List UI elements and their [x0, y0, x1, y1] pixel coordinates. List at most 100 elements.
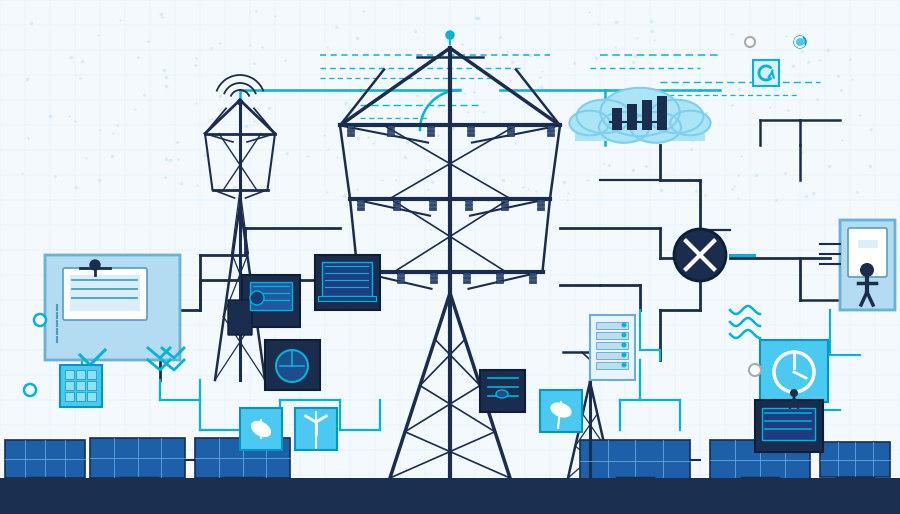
- Circle shape: [622, 362, 626, 368]
- Bar: [596, 362, 628, 369]
- Bar: [392, 198, 400, 201]
- FancyBboxPatch shape: [753, 60, 779, 86]
- Bar: [500, 203, 508, 206]
- Circle shape: [674, 229, 726, 281]
- Bar: [496, 271, 503, 274]
- Bar: [428, 203, 436, 206]
- Circle shape: [250, 291, 264, 305]
- Bar: [5, 440, 85, 478]
- FancyBboxPatch shape: [755, 400, 823, 452]
- Bar: [507, 130, 514, 133]
- Ellipse shape: [496, 390, 508, 398]
- Bar: [596, 332, 628, 339]
- Bar: [463, 276, 470, 279]
- Bar: [364, 280, 371, 283]
- Bar: [710, 440, 810, 480]
- Ellipse shape: [670, 111, 711, 135]
- Circle shape: [276, 350, 308, 382]
- Bar: [87, 392, 96, 401]
- Bar: [580, 440, 690, 482]
- Circle shape: [622, 353, 626, 358]
- Bar: [612, 108, 622, 130]
- Bar: [318, 296, 376, 301]
- Ellipse shape: [577, 100, 632, 133]
- Bar: [87, 381, 96, 390]
- Bar: [546, 125, 554, 128]
- Bar: [596, 322, 628, 329]
- Bar: [386, 134, 393, 136]
- Bar: [386, 125, 393, 128]
- Circle shape: [622, 333, 626, 338]
- Bar: [427, 125, 434, 128]
- Bar: [87, 370, 96, 379]
- Ellipse shape: [631, 112, 681, 143]
- Bar: [430, 276, 437, 279]
- Circle shape: [745, 37, 755, 47]
- Bar: [575, 116, 705, 141]
- Bar: [0, 478, 900, 514]
- Bar: [356, 203, 364, 206]
- Bar: [529, 280, 536, 283]
- Bar: [346, 125, 354, 128]
- Circle shape: [90, 260, 100, 270]
- Bar: [466, 134, 473, 136]
- FancyBboxPatch shape: [315, 255, 380, 310]
- Bar: [500, 198, 508, 201]
- Bar: [392, 203, 400, 206]
- Bar: [500, 207, 508, 210]
- Bar: [529, 276, 536, 279]
- Bar: [464, 207, 472, 210]
- Bar: [65, 392, 74, 401]
- Bar: [536, 198, 544, 201]
- Bar: [596, 352, 628, 359]
- Bar: [464, 198, 472, 201]
- FancyBboxPatch shape: [228, 300, 252, 335]
- Bar: [356, 207, 364, 210]
- FancyBboxPatch shape: [63, 268, 147, 320]
- FancyBboxPatch shape: [760, 340, 828, 402]
- FancyBboxPatch shape: [240, 408, 282, 450]
- Bar: [466, 125, 473, 128]
- Bar: [428, 198, 436, 201]
- Bar: [392, 207, 400, 210]
- Bar: [322, 262, 372, 296]
- Bar: [364, 271, 371, 274]
- Bar: [463, 271, 470, 274]
- FancyBboxPatch shape: [848, 228, 887, 277]
- Bar: [466, 130, 473, 133]
- Ellipse shape: [649, 100, 704, 133]
- Bar: [496, 280, 503, 283]
- Ellipse shape: [599, 112, 650, 143]
- Bar: [428, 207, 436, 210]
- Ellipse shape: [251, 421, 271, 437]
- FancyBboxPatch shape: [590, 315, 635, 380]
- Circle shape: [749, 364, 761, 376]
- Bar: [858, 240, 878, 248]
- Bar: [657, 96, 667, 130]
- Bar: [596, 342, 628, 349]
- Bar: [386, 130, 393, 133]
- Bar: [65, 381, 74, 390]
- Bar: [463, 280, 470, 283]
- Bar: [627, 104, 637, 130]
- Bar: [65, 370, 74, 379]
- Circle shape: [622, 322, 626, 327]
- Bar: [397, 271, 404, 274]
- Bar: [346, 134, 354, 136]
- Bar: [195, 438, 290, 478]
- FancyBboxPatch shape: [840, 220, 895, 310]
- Bar: [397, 280, 404, 283]
- Circle shape: [238, 100, 242, 104]
- Circle shape: [34, 314, 46, 326]
- Bar: [364, 276, 371, 279]
- FancyBboxPatch shape: [265, 340, 320, 390]
- FancyBboxPatch shape: [45, 255, 180, 360]
- Circle shape: [446, 31, 454, 39]
- FancyBboxPatch shape: [540, 390, 582, 432]
- Bar: [90, 438, 185, 478]
- Bar: [546, 130, 554, 133]
- Bar: [76, 370, 85, 379]
- Bar: [507, 125, 514, 128]
- Bar: [356, 198, 364, 201]
- Bar: [546, 134, 554, 136]
